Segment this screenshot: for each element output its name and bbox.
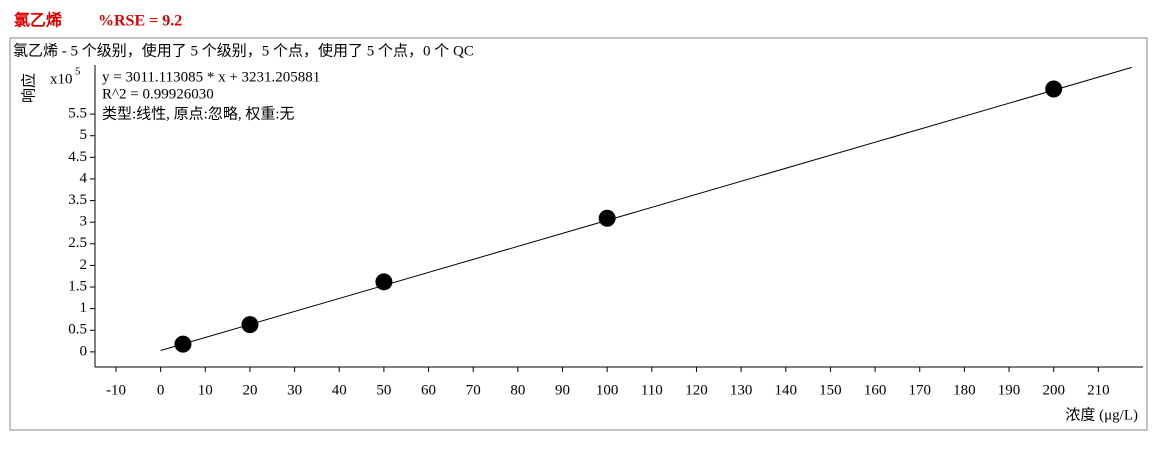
x-tick-label: 210 <box>1087 382 1110 398</box>
x-tick-label: 10 <box>198 382 213 398</box>
y-tick-label: 5 <box>80 127 88 143</box>
y-tick-label: 0.5 <box>68 322 87 338</box>
x-tick-label: 90 <box>555 382 570 398</box>
frame <box>9 37 1148 431</box>
x-tick-label: 130 <box>730 382 753 398</box>
fit-line <box>160 66 1132 351</box>
x-tick-label: 110 <box>641 382 663 398</box>
x-axis-label: 浓度 (μg/L) <box>1065 406 1138 423</box>
y-tick-label: 1 <box>80 300 88 316</box>
x-tick-label: 160 <box>864 382 887 398</box>
data-point <box>1045 80 1063 98</box>
x-tick-label: 170 <box>908 382 931 398</box>
y-multiplier-exp: 5 <box>75 66 81 78</box>
y-tick-label: 2 <box>80 257 88 273</box>
x-tick-label: 0 <box>157 382 165 398</box>
x-tick-label: 140 <box>775 382 798 398</box>
y-tick-label: 3 <box>80 214 88 230</box>
y-tick-label: 1.5 <box>68 278 87 294</box>
x-tick-label: 60 <box>421 382 436 398</box>
rse-label: %RSE = 9.2 <box>98 13 182 30</box>
y-multiplier: x10 <box>50 71 73 87</box>
x-tick-label: 200 <box>1042 382 1065 398</box>
r-squared: R^2 = 0.99926030 <box>102 86 214 102</box>
y-tick-label: 3.5 <box>68 192 87 208</box>
x-tick-label: 80 <box>510 382 525 398</box>
y-tick-label: 4 <box>80 170 88 186</box>
equation: y = 3011.113085 * x + 3231.205881 <box>102 69 320 85</box>
x-tick-label: 30 <box>287 382 302 398</box>
x-tick-label: 20 <box>242 382 257 398</box>
data-point <box>375 273 393 291</box>
chart-title: 氯乙烯 <box>14 11 62 30</box>
y-tick-label: 0 <box>80 343 88 359</box>
fit-type: 类型:线性, 原点:忽略, 权重:无 <box>102 105 295 122</box>
x-tick-label: 70 <box>466 382 481 398</box>
y-axis-label: 响应 <box>19 73 37 103</box>
subtitle: 氯乙烯 - 5 个级别，使用了 5 个级别，5 个点，使用了 5 个点，0 个 … <box>13 42 474 59</box>
x-tick-label: 40 <box>332 382 347 398</box>
data-point <box>241 316 259 334</box>
y-tick-label: 2.5 <box>68 235 87 251</box>
x-tick-label: 120 <box>685 382 708 398</box>
x-tick-label: 50 <box>376 382 391 398</box>
x-tick-label: -10 <box>106 382 126 398</box>
data-point <box>598 209 616 227</box>
x-tick-label: 180 <box>953 382 976 398</box>
x-tick-label: 150 <box>819 382 842 398</box>
y-tick-label: 5.5 <box>68 106 87 122</box>
y-tick-label: 4.5 <box>68 149 87 165</box>
x-tick-label: 100 <box>596 382 619 398</box>
data-point <box>174 335 192 353</box>
x-tick-label: 190 <box>998 382 1021 398</box>
